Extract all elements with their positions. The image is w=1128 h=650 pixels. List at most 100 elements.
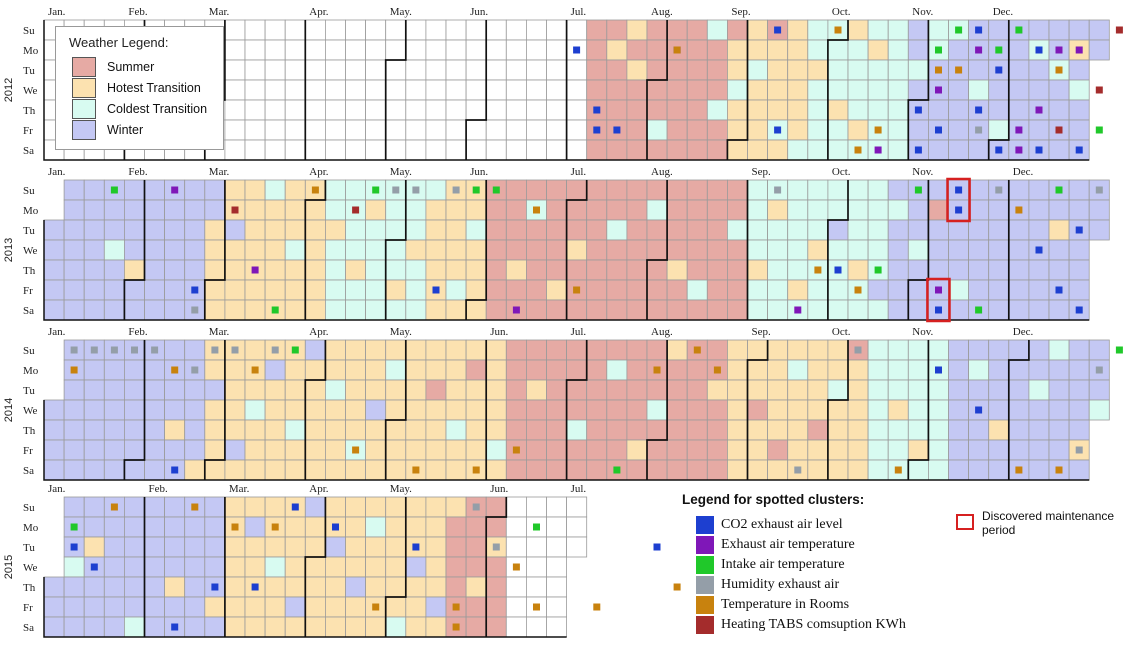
- day-cell: [324, 439, 346, 461]
- exhaust-temp-cluster-marker: [1015, 126, 1023, 134]
- day-cell: [867, 339, 889, 361]
- room-temp-cluster-marker: [854, 286, 862, 294]
- day-cell: [224, 219, 246, 241]
- day-cell: [586, 139, 608, 161]
- day-cell: [646, 259, 668, 281]
- day-cell: [807, 179, 829, 201]
- month-label: Aug.: [651, 6, 673, 18]
- cluster-item-exhaust-temp: Exhaust air temperature: [696, 536, 855, 554]
- day-cell: [284, 219, 306, 241]
- day-cell: [1048, 359, 1070, 381]
- day-cell: [807, 359, 829, 381]
- day-cell: [164, 219, 186, 241]
- day-cell: [847, 239, 869, 261]
- day-cell: [586, 179, 608, 201]
- day-cell: [807, 399, 829, 421]
- day-cell: [1068, 459, 1090, 481]
- month-boundary: [203, 180, 226, 320]
- day-cell: [686, 139, 708, 161]
- day-cell: [184, 379, 206, 401]
- day-cell: [284, 359, 306, 381]
- day-cell: [184, 556, 206, 578]
- day-cell: [345, 179, 367, 201]
- day-cell: [264, 556, 286, 578]
- day-cell: [727, 279, 748, 301]
- day-cell: [485, 259, 507, 281]
- day-cell: [606, 79, 628, 101]
- day-cell: [626, 339, 648, 361]
- month-label: Dec.: [1013, 326, 1034, 338]
- day-cell: [1048, 299, 1070, 321]
- day-cell: [284, 516, 306, 538]
- day-cell: [365, 379, 387, 401]
- day-cell: [867, 179, 889, 201]
- legend-item-winter: Winter: [72, 119, 207, 140]
- day-cell: [586, 439, 608, 461]
- intake-temp-cluster-marker: [472, 186, 480, 194]
- day-cell: [706, 219, 728, 241]
- day-cell: [465, 379, 487, 401]
- day-cell: [224, 79, 246, 101]
- day-cell: [827, 459, 849, 481]
- co2-cluster-marker: [412, 543, 420, 551]
- day-cell: [706, 239, 728, 261]
- day-cell: [465, 59, 487, 81]
- day-cell: [83, 496, 105, 518]
- day-cell: [566, 379, 588, 401]
- day-cell: [686, 419, 708, 441]
- day-cell: [646, 279, 668, 301]
- day-cell: [124, 199, 145, 221]
- day-cell: [646, 379, 668, 401]
- day-cell: [324, 556, 346, 578]
- intake-temp-cluster-marker: [613, 466, 621, 474]
- day-cell: [465, 219, 487, 241]
- day-cell: [184, 459, 206, 481]
- day-cell: [103, 219, 125, 241]
- day-cell: [365, 399, 387, 421]
- room-temp-cluster-marker: [1015, 206, 1023, 214]
- day-cell: [727, 179, 748, 201]
- day-cell: [385, 379, 407, 401]
- day-cell: [767, 339, 789, 361]
- day-cell: [626, 59, 648, 81]
- month-boundary: [726, 20, 749, 160]
- day-cell: [365, 439, 387, 461]
- day-cell: [385, 616, 407, 638]
- day-cell: [546, 139, 568, 161]
- day-cell: [907, 199, 929, 221]
- day-cell: [847, 19, 869, 41]
- day-cell: [365, 299, 387, 321]
- day-cell: [1048, 439, 1070, 461]
- room-temp-cluster-marker: [1055, 66, 1063, 74]
- day-cell: [505, 339, 527, 361]
- day-cell: [928, 99, 949, 121]
- co2-cluster-marker: [935, 306, 942, 314]
- day-cell: [1068, 259, 1090, 281]
- day-cell: [505, 419, 527, 441]
- day-cell: [968, 419, 990, 441]
- day-cell: [304, 339, 326, 361]
- day-cell: [224, 19, 246, 41]
- day-cell: [224, 139, 246, 161]
- day-cell: [928, 459, 949, 481]
- day-cell: [1088, 19, 1110, 41]
- day-cell: [324, 576, 346, 598]
- month-label: Mar.: [229, 483, 250, 495]
- day-cell: [304, 359, 326, 381]
- day-cell: [445, 59, 467, 81]
- day-cell: [546, 516, 568, 538]
- day-cell: [204, 459, 226, 481]
- day-cell: [63, 299, 85, 321]
- maintenance-period-outline: [926, 277, 951, 323]
- day-cell: [546, 419, 568, 441]
- day-cell: [526, 279, 547, 301]
- day-cell: [224, 99, 246, 121]
- day-cell: [767, 459, 789, 481]
- day-cell: [546, 496, 568, 518]
- day-cell: [907, 439, 929, 461]
- day-cell: [666, 19, 688, 41]
- co2-cluster-marker: [914, 106, 922, 114]
- month-boundary: [827, 20, 849, 160]
- day-cell: [988, 199, 1010, 221]
- month-boundary: [123, 340, 146, 480]
